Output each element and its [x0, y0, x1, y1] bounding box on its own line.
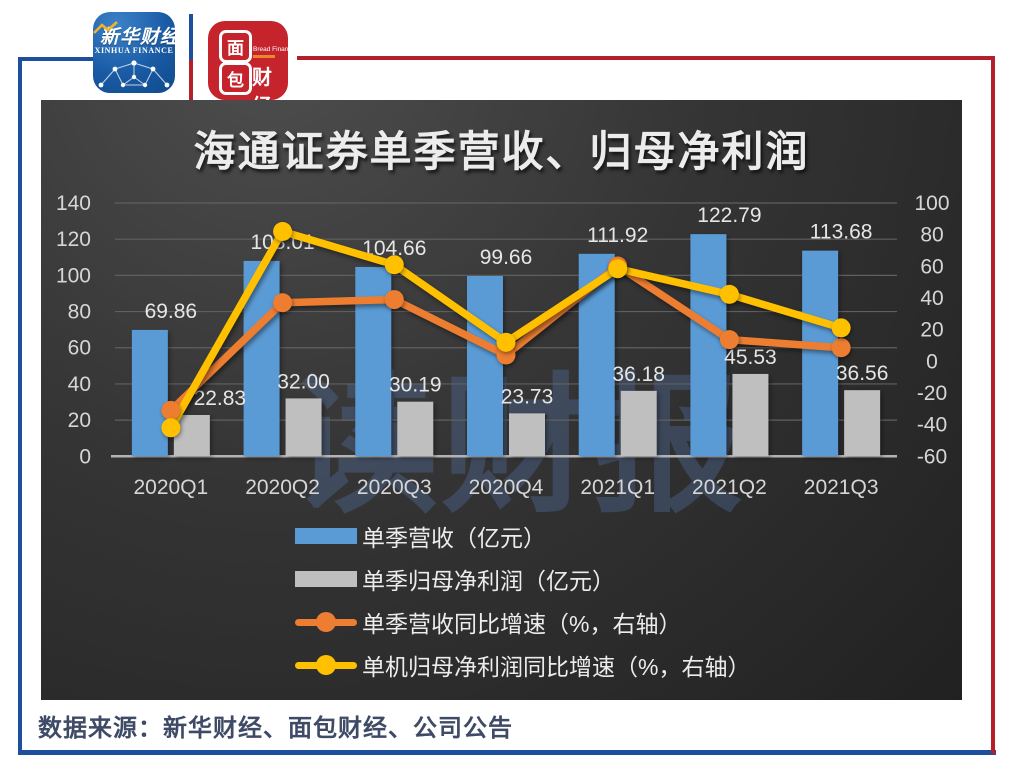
- legend-label: 单季营收（亿元）: [362, 525, 546, 551]
- svg-text:-40: -40: [917, 414, 947, 437]
- legend-item-4: 单机归母净利润同比增速（%，右轴）: [295, 652, 750, 680]
- svg-text:140: 140: [56, 192, 91, 215]
- svg-text:100: 100: [56, 264, 91, 287]
- svg-text:99.66: 99.66: [480, 246, 533, 269]
- svg-text:2020Q3: 2020Q3: [357, 476, 432, 499]
- svg-text:60: 60: [68, 337, 91, 360]
- bread-logo-caijing-text: 财经: [252, 67, 273, 100]
- logo-divider-red: [189, 60, 193, 112]
- svg-text:80: 80: [920, 224, 943, 247]
- frame-line-top-left: [18, 57, 94, 61]
- bread-logo-en-text: Bread Finance: [253, 46, 288, 53]
- svg-text:0: 0: [926, 350, 938, 373]
- svg-text:2020Q4: 2020Q4: [469, 476, 544, 499]
- frame-line-left: [18, 57, 22, 754]
- bread-logo-char-mian: 面: [227, 39, 244, 58]
- legend-bar-swatch: [295, 571, 357, 587]
- frame-line-bottom: [18, 750, 996, 755]
- svg-text:2021Q2: 2021Q2: [692, 476, 767, 499]
- frame-line-right: [991, 56, 995, 754]
- svg-text:0: 0: [79, 445, 91, 468]
- svg-text:-20: -20: [917, 382, 947, 405]
- svg-text:23.73: 23.73: [501, 385, 554, 408]
- network-constellation-icon: [98, 60, 170, 88]
- frame-line-top-right: [297, 56, 995, 60]
- svg-text:32.00: 32.00: [277, 370, 330, 393]
- svg-text:2020Q1: 2020Q1: [133, 476, 208, 499]
- chart-plot: 0 20 40 60 80 100 120 140 -60 -40 -20 0 20 40 60 80 100 2…: [56, 192, 950, 499]
- bread-logo-mian-box: 面: [219, 30, 252, 63]
- chart-panel: 海通证券单季营收、归母净利润 读财报 020406080100120140-60…: [41, 100, 962, 700]
- svg-text:2021Q1: 2021Q1: [580, 476, 655, 499]
- svg-text:122.79: 122.79: [697, 204, 761, 227]
- svg-text:104.66: 104.66: [362, 237, 426, 260]
- chart-legend: 单季营收（亿元） 单季归母净利润（亿元） 单季营收同比增速（%，右轴） 单机归母净利润…: [295, 523, 750, 680]
- svg-text:69.86: 69.86: [145, 300, 198, 323]
- xinhua-logo-cn-text: 新华财经: [100, 27, 175, 48]
- svg-text:36.56: 36.56: [836, 362, 889, 385]
- bread-logo-bao-box: 包: [219, 62, 252, 95]
- legend-label: 单季营收同比增速（%，右轴）: [362, 611, 682, 637]
- data-source-text: 数据来源：新华财经、面包财经、公司公告: [38, 716, 513, 742]
- legend-item-1: 单季营收（亿元）: [295, 523, 750, 551]
- chart-title: 海通证券单季营收、归母净利润: [193, 128, 810, 175]
- xinhua-logo-en-text: XINHUA FINANCE: [94, 46, 174, 55]
- svg-text:100: 100: [914, 192, 949, 215]
- svg-text:22.83: 22.83: [194, 387, 247, 410]
- svg-text:40: 40: [920, 287, 943, 310]
- svg-text:120: 120: [56, 228, 91, 251]
- bread-logo-char-bao: 包: [227, 71, 244, 90]
- logo-divider-blue: [189, 14, 193, 60]
- legend-item-2: 单季归母净利润（亿元）: [295, 566, 750, 594]
- legend-label: 单机归母净利润同比增速（%，右轴）: [362, 654, 751, 680]
- svg-text:80: 80: [68, 301, 91, 324]
- legend-bar-swatch: [295, 528, 357, 544]
- svg-text:45.53: 45.53: [724, 346, 777, 369]
- svg-text:20: 20: [68, 409, 91, 432]
- svg-text:111.92: 111.92: [587, 224, 648, 247]
- svg-text:113.68: 113.68: [810, 221, 873, 244]
- svg-text:2021Q3: 2021Q3: [804, 476, 879, 499]
- bread-logo-orange-dash: [253, 55, 275, 58]
- svg-text:60: 60: [920, 255, 943, 278]
- svg-text:30.19: 30.19: [389, 374, 442, 397]
- legend-line-swatch: [295, 609, 357, 635]
- svg-text:40: 40: [68, 373, 91, 396]
- legend-line-swatch: [295, 652, 357, 678]
- svg-text:2020Q2: 2020Q2: [245, 476, 320, 499]
- xinhua-finance-logo: 新华财经 XINHUA FINANCE: [93, 12, 175, 93]
- legend-label: 单季归母净利润（亿元）: [362, 568, 615, 594]
- bread-finance-logo: 面 包 Bread Finance 财经: [208, 21, 288, 100]
- svg-text:36.18: 36.18: [612, 363, 665, 386]
- svg-text:20: 20: [920, 319, 943, 342]
- legend-item-3: 单季营收同比增速（%，右轴）: [295, 609, 750, 637]
- svg-text:-60: -60: [917, 445, 947, 468]
- gold-trend-icon: [93, 21, 118, 34]
